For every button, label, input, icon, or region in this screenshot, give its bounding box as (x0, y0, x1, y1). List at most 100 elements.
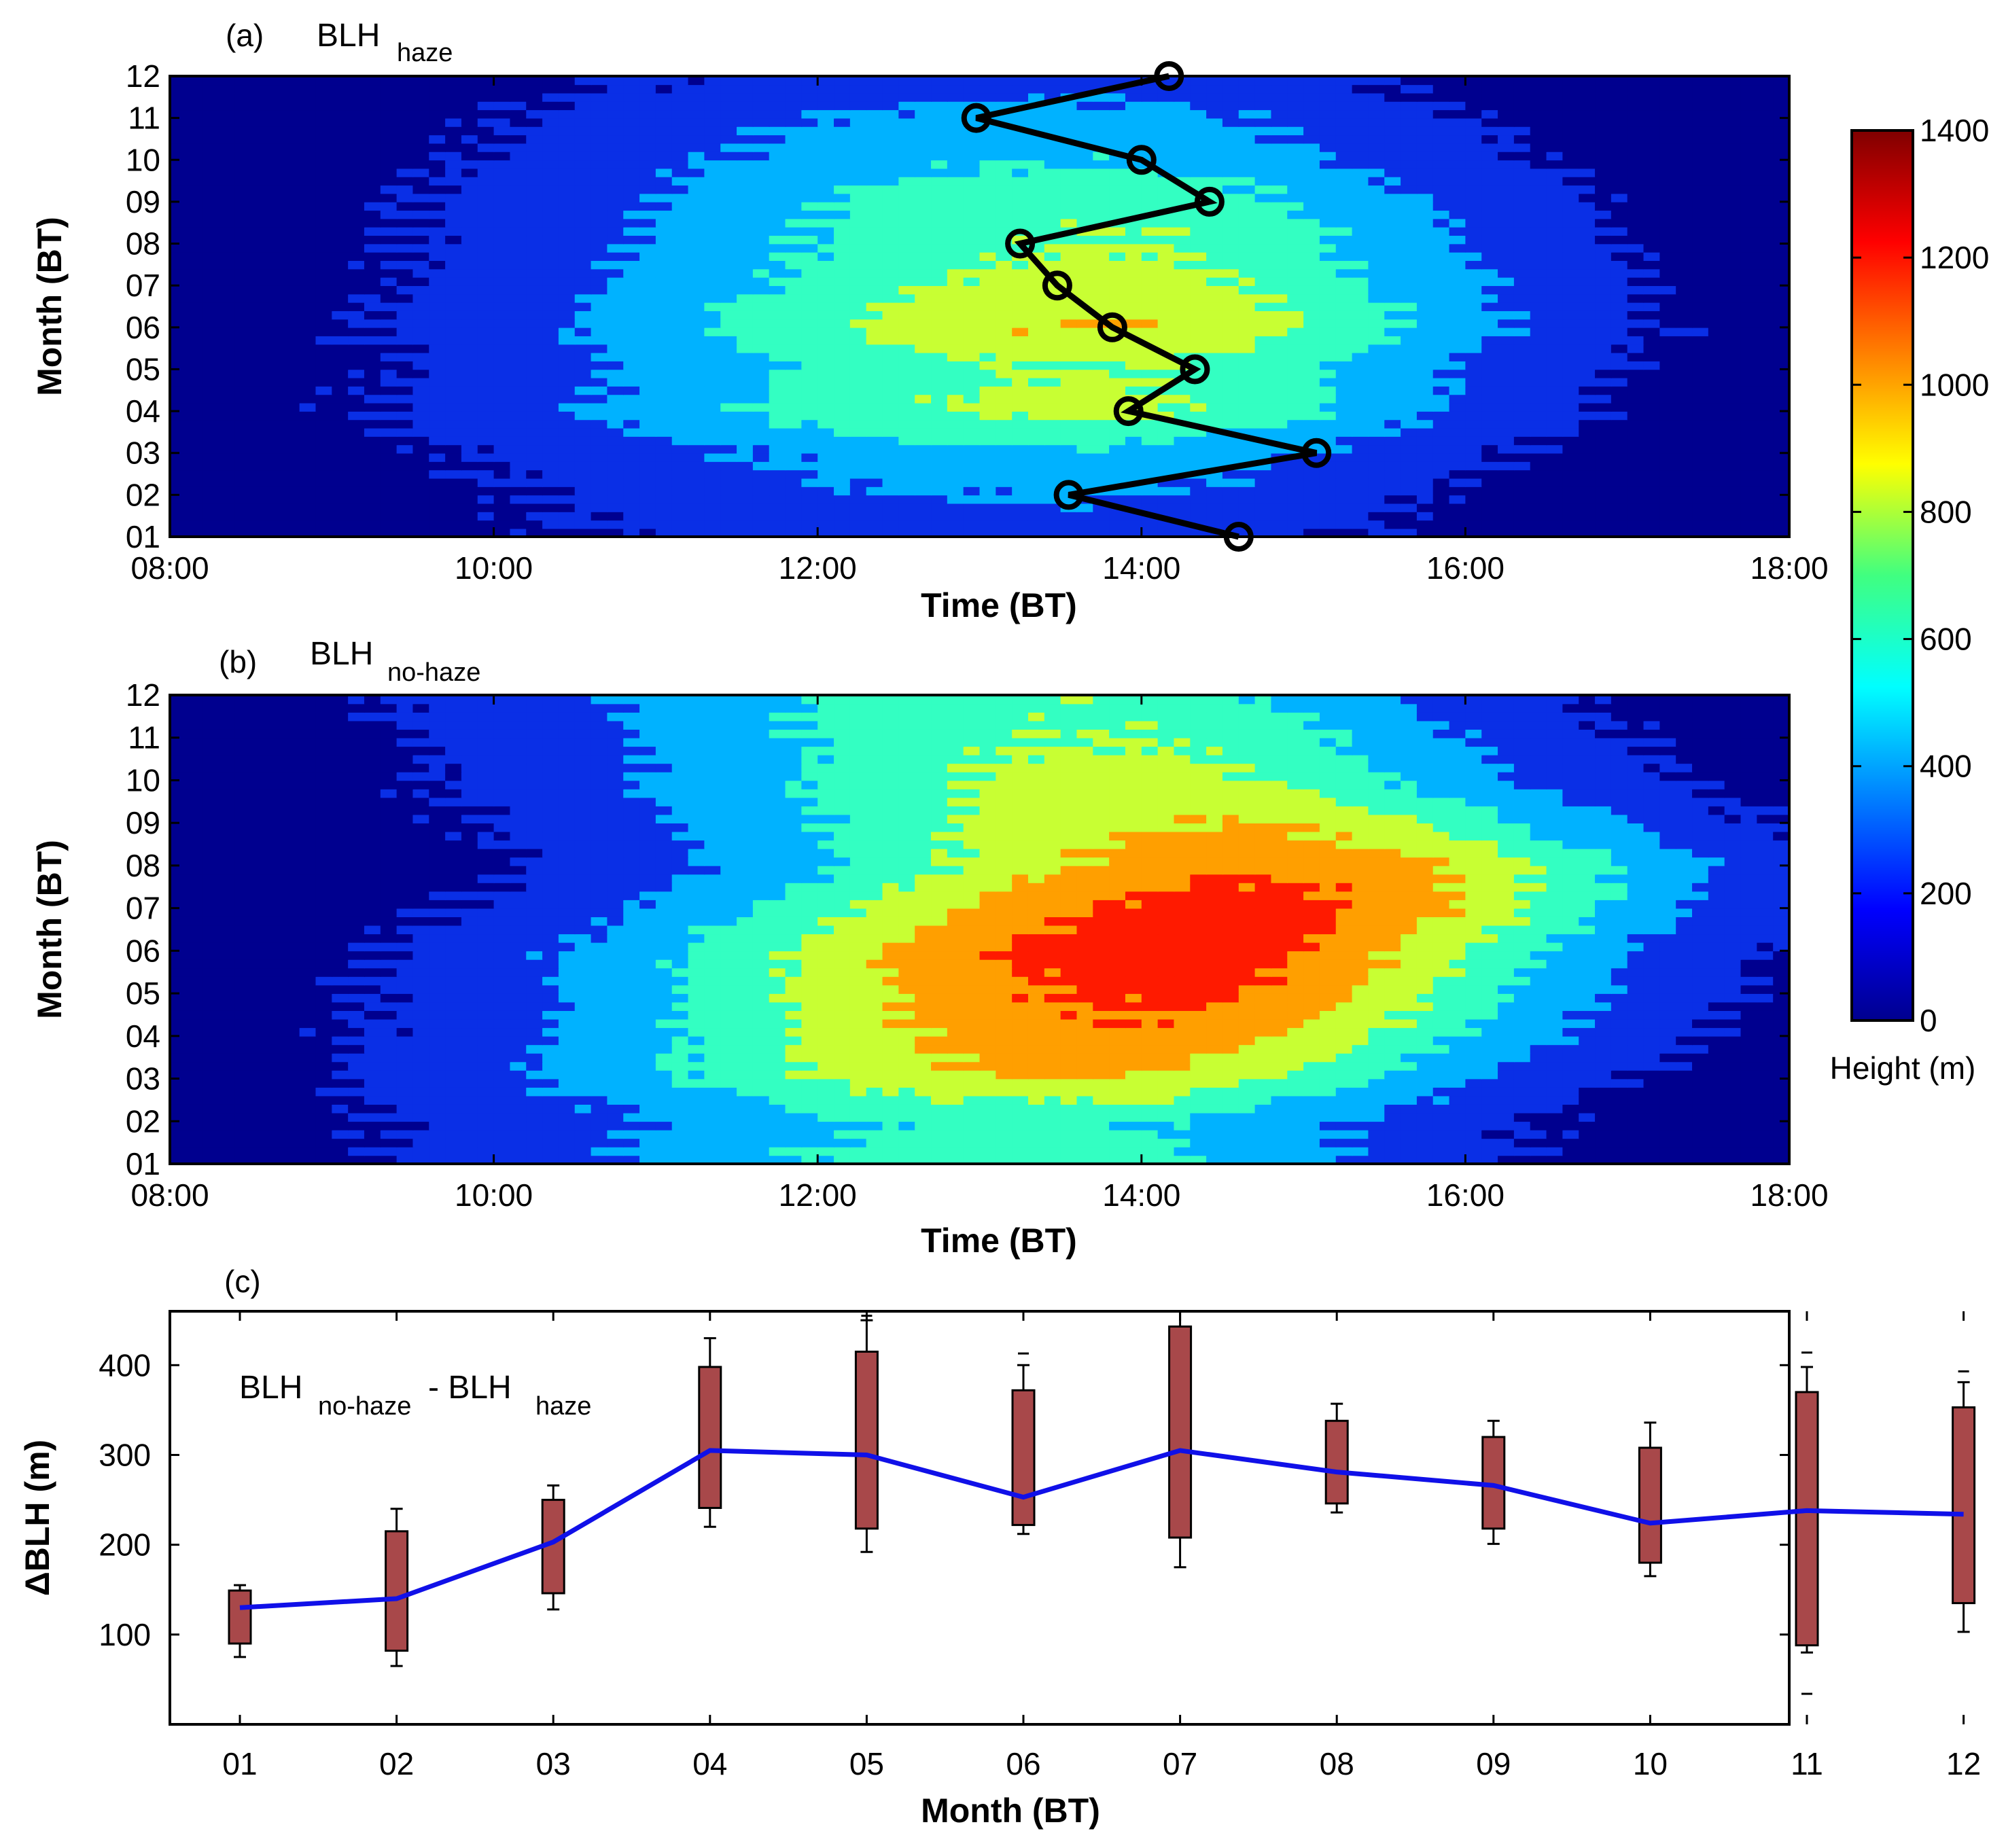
heat-cell (315, 302, 333, 311)
heat-cell (623, 168, 640, 177)
heat-cell (1109, 210, 1126, 219)
heat-cell (1562, 302, 1580, 311)
heat-cell (170, 427, 187, 437)
heat-cell (1384, 469, 1401, 479)
heat-cell (1060, 235, 1078, 245)
heat-cell (1027, 361, 1045, 370)
heat-cell (1368, 251, 1386, 261)
heat-cell (834, 143, 851, 152)
heat-cell (1757, 310, 1774, 320)
heat-cell (1595, 336, 1612, 345)
heat-cell (996, 151, 1013, 161)
heat-cell (1157, 369, 1175, 378)
heat-cell (1724, 160, 1742, 169)
heat-cell (963, 452, 981, 462)
heat-cell (1254, 361, 1272, 370)
heat-cell (1190, 151, 1207, 161)
heat-cell (1271, 319, 1288, 328)
heat-cell (1773, 277, 1790, 286)
heat-cell (1740, 377, 1758, 387)
heat-cell (1352, 210, 1369, 219)
heat-cell (1335, 394, 1353, 404)
heat-cell (1416, 285, 1434, 295)
heat-cell (332, 193, 349, 202)
heat-cell (1012, 277, 1029, 286)
heat-cell (1465, 319, 1483, 328)
heat-cell (1044, 151, 1061, 161)
heat-cell (1271, 478, 1288, 487)
heat-cell (380, 160, 398, 169)
heat-cell (1109, 285, 1126, 295)
heat-cell (1303, 327, 1320, 336)
heat-cell (202, 143, 219, 152)
heat-cell (315, 394, 333, 404)
heat-cell (996, 444, 1013, 454)
heat-cell (526, 419, 543, 429)
heat-cell (801, 436, 818, 446)
heat-cell (1562, 319, 1580, 328)
heat-cell (170, 352, 187, 361)
heat-cell (266, 168, 284, 177)
heat-cell (1740, 294, 1758, 303)
heat-cell (866, 135, 883, 144)
heat-cell (477, 226, 495, 236)
heat-cell (1141, 444, 1159, 454)
heat-cell (688, 336, 705, 345)
heat-cell (1773, 193, 1790, 202)
heat-cell (1157, 251, 1175, 261)
heat-cell (1060, 251, 1078, 261)
heat-cell (1465, 369, 1483, 378)
heat-cell (1012, 419, 1029, 429)
heat-cell (170, 310, 187, 320)
heat-cell (1044, 218, 1061, 228)
heat-cell (299, 310, 317, 320)
heat-cell (1432, 444, 1450, 454)
heat-cell (623, 361, 640, 370)
heat-cell (1303, 168, 1320, 177)
heat-cell (1125, 386, 1142, 395)
heat-cell (996, 394, 1013, 404)
heat-cell (1190, 277, 1207, 286)
heat-cell (979, 176, 997, 186)
heat-cell (1401, 361, 1418, 370)
heat-cell (623, 528, 640, 537)
heat-cell (1611, 118, 1628, 127)
heat-cell (996, 193, 1013, 202)
heat-cell (1044, 344, 1061, 353)
heat-cell (607, 168, 624, 177)
heat-cell (1125, 427, 1142, 437)
heat-cell (1692, 319, 1709, 328)
heat-cell (218, 160, 236, 169)
heat-cell (1579, 478, 1596, 487)
heat-cell (1498, 268, 1515, 278)
heat-cell (1238, 419, 1256, 429)
heat-cell (688, 344, 705, 353)
heat-cell (1465, 143, 1483, 152)
heat-cell (1579, 135, 1596, 144)
heat-cell (493, 285, 511, 295)
heat-cell (996, 461, 1013, 471)
heat-cell (591, 210, 608, 219)
heat-cell (931, 402, 948, 412)
heat-cell (866, 285, 883, 295)
heat-cell (1432, 160, 1450, 169)
heat-cell (607, 503, 624, 512)
heat-cell (170, 251, 187, 261)
heat-cell (1109, 243, 1126, 253)
heat-cell (947, 260, 964, 270)
heat-cell (251, 218, 268, 228)
heat-cell (1125, 344, 1142, 353)
heat-cell (704, 377, 722, 387)
heat-cell (266, 469, 284, 479)
heat-cell (526, 344, 543, 353)
heat-cell (1401, 218, 1418, 228)
heat-cell (1271, 503, 1288, 512)
heat-cell (1368, 520, 1386, 529)
heat-cell (785, 151, 803, 161)
heat-cell (1724, 394, 1742, 404)
heat-cell (1627, 377, 1644, 387)
heat-cell (332, 310, 349, 320)
heat-cell (769, 394, 786, 404)
heat-cell (283, 419, 300, 429)
heat-cell (737, 143, 754, 152)
